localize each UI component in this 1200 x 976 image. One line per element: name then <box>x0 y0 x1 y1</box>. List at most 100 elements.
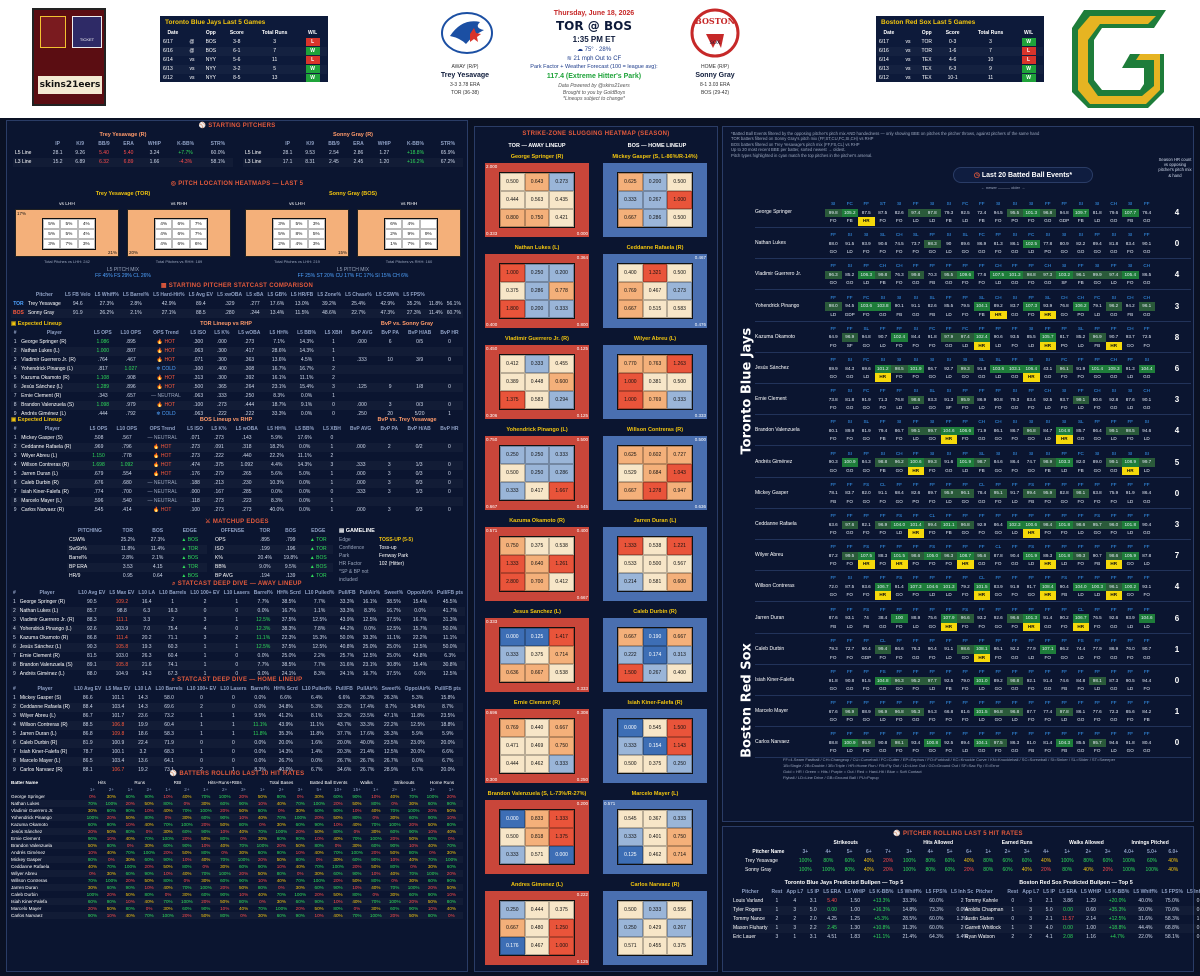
zone-heatmap-column: STRIKE-ZONE SLUGGING HEATMAP (SEASON) TO… <box>474 126 718 972</box>
bbe-cell: FB <box>929 280 936 286</box>
bbe-cell: FO <box>1028 280 1035 286</box>
column-header: Pull/FB <box>335 686 353 692</box>
column-header: L5 xBA <box>246 292 264 298</box>
bbe-cell: FF <box>1061 450 1068 456</box>
bbe-cell: 87.6 <box>828 615 838 621</box>
table-cell: 86.5 <box>82 758 93 764</box>
table-cell: 11.1% <box>386 635 401 641</box>
magnify-icon: ⌕ <box>172 581 178 587</box>
bbe-cell: FF <box>1143 201 1150 206</box>
bbe-cell: SI <box>1095 201 1100 206</box>
bbe-cell: SI <box>1045 450 1050 456</box>
bbe-cell: 86.9 <box>977 240 987 246</box>
column-header: L10 Avg EV <box>74 686 102 692</box>
bbe-cell: GO <box>1011 249 1019 255</box>
table-cell: W <box>1014 74 1043 83</box>
rolling-rate: 60% <box>257 850 268 855</box>
table-cell: .273 <box>241 507 252 513</box>
rolling-rate: 40% <box>446 906 456 911</box>
table-cell: 0/3 <box>415 480 423 486</box>
bbe-cell: GO <box>829 249 837 255</box>
bbe-cell: FO <box>1011 592 1018 598</box>
bbe-cells: FF FF FF CL FF FF FF FF FF FF FF FF FF FF FF FS FF FF FF FF… <box>825 637 1155 663</box>
bbe-cell: 102.4 <box>891 333 908 342</box>
bbe-cell: FB <box>978 311 985 317</box>
bbe-cell: FF <box>1044 201 1051 206</box>
bbe-cell: 99.1 <box>1105 458 1122 467</box>
table-cell: 0.64 <box>152 573 163 579</box>
column-header: L10 Pulled% <box>302 686 332 692</box>
bbe-cell: 76.0 <box>1125 646 1135 652</box>
table-cell: 2.1% <box>130 310 142 316</box>
table-cell: Brandon Valenzuela (S) <box>21 402 74 408</box>
table-cell: ▲ TOR <box>303 572 333 581</box>
table-cell: 27.3% <box>150 537 165 543</box>
bbe-cell: SI <box>864 232 869 238</box>
bbe-cell: FF <box>896 700 903 706</box>
column-header: Sweet% <box>384 590 404 596</box>
bbe-cell: 105.4 <box>1122 270 1139 280</box>
table-cell: 2 <box>171 617 175 623</box>
bbe-cell: GO <box>928 374 936 379</box>
table-cell: 6-3 <box>949 66 957 72</box>
bbe-cell: GO <box>1143 218 1151 223</box>
trend-icon: — <box>151 393 158 399</box>
heatmap-home-label: Sonny Gray (BOS) <box>329 191 377 197</box>
result-row: FO LD FO GO FO FO GO FO LD GO FO GO FB FO FB GO FO LD GO GO <box>825 747 1155 756</box>
pitch-row: FF FF FF FF FS FF CL FF FF FF FF FF FF FF FF FF FS FF FF FF <box>825 512 1155 521</box>
mix-away: FF 45% FS 29% CL 26% <box>95 273 151 279</box>
zone-field: 0.000 0.545 1.500 0.333 0.154 1.143 0.500 0.375… <box>603 709 707 783</box>
gameline-key: Edge <box>339 537 351 543</box>
batted-ball-row: Isiah Kiner-Falefa FF FF FF FS FF FF FF FF FF FF FF… <box>755 665 1191 696</box>
table-cell: 10-1 <box>947 75 958 81</box>
bbe-cell: 72.4 <box>977 209 987 215</box>
bbe-cell: 98.6 <box>907 395 924 405</box>
heatmap-cell: 3% <box>273 219 291 229</box>
lineup-row: 5 Kazuma Okamoto (R) 1.108.908 🔥 HOT .313.30… <box>11 374 463 383</box>
rolling-rate: 100% <box>275 906 288 911</box>
edge-team: BOS <box>187 537 199 543</box>
zone-cell: 0.515 <box>642 300 668 318</box>
bbe-cell: GO <box>1027 467 1035 473</box>
bbe-cell: FC <box>978 232 985 238</box>
rolling-rate: 60% <box>944 867 955 873</box>
column-header: L5 FB Velo <box>64 292 91 298</box>
bbe-cell: FF <box>1011 481 1018 487</box>
sp-row: L5 Line 28.1 9.53 2.54 2.86 1.27 +18.8% 65.9% <box>243 149 463 158</box>
rolling-player-name: Marcelo Mayer <box>11 906 42 911</box>
bbe-cell: 90.4 <box>927 646 937 652</box>
bbe-cell: GO <box>912 280 920 286</box>
bbe-cell: GO <box>1011 280 1019 286</box>
pitch-row: FF FF FF CL FF FF FF FF FF FF FF FF FF FF FF FS FF FF FF FF <box>825 637 1155 646</box>
table-cell: 0.0% <box>300 393 313 399</box>
zone-cell: 0.267 <box>667 919 692 937</box>
bbe-cell: FF <box>995 232 1002 238</box>
table-cell: +12.5% <box>1108 916 1126 922</box>
rolling-threshold: 1+ <box>165 787 171 792</box>
game-row: 6/13 vs NYY 3-2 5 W <box>161 65 327 74</box>
table-cell: 103.0 <box>115 653 129 659</box>
column-header: Pitcher <box>741 889 759 895</box>
left-column: ⚾ STARTING PITCHERS Trey Yesavage (R) IP… <box>6 120 468 972</box>
zone-cell: 0.462 <box>524 755 550 773</box>
trend-label: HOT <box>160 444 172 450</box>
column-header: PullAir% <box>356 686 378 692</box>
rolling-rate: 10% <box>201 843 211 848</box>
bbe-cell: SI <box>1029 201 1034 206</box>
bbe-cell: 96.6 <box>957 614 974 623</box>
bbe-cell: LD <box>1143 623 1150 629</box>
bbe-cell: 101.8 <box>1056 551 1073 561</box>
column-header: L10 LA <box>138 590 156 596</box>
table-cell: Eric Lauer <box>733 934 756 940</box>
rolling-row: Andrés Giménez 10% 40% 70% 100% 20% 50% 80% 0% 30… <box>11 849 463 856</box>
table-cell: 26.2% <box>99 310 114 316</box>
table-cell: Andrés Giménez (L) <box>19 671 65 677</box>
table-cell: 106.8 <box>111 722 125 728</box>
table-cell: 67.2% <box>440 159 455 165</box>
rolling-row: Wilyer Abreu 0% 30% 60% 90% 10% 40% 70% 100% 20% 5… <box>11 870 463 877</box>
bbe-cell: FB <box>1044 467 1051 473</box>
heatmap-cell: 6% <box>385 219 403 229</box>
table-cell: vs <box>905 57 911 63</box>
zone-cell: 0.250 <box>524 264 550 282</box>
ev-row: 73.8 81.8 91.9 71.3 76.8 98.6 93.3 91.3 95.9 86.9… <box>825 395 1155 405</box>
